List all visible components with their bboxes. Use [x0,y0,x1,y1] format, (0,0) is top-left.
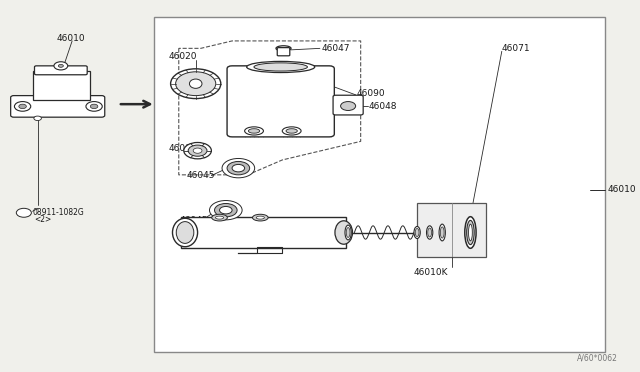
Text: 46010: 46010 [56,34,85,43]
Circle shape [188,145,207,156]
Circle shape [340,102,356,110]
Circle shape [16,208,31,217]
Bar [417,203,486,257]
Text: 46020: 46020 [168,52,196,61]
Circle shape [58,64,63,67]
Ellipse shape [256,216,264,219]
Ellipse shape [426,226,433,239]
Text: A/60*0062: A/60*0062 [577,353,618,362]
Circle shape [222,158,255,178]
FancyBboxPatch shape [227,66,334,137]
FancyBboxPatch shape [33,71,90,100]
Circle shape [90,104,98,109]
Ellipse shape [415,228,419,237]
Circle shape [19,104,26,109]
Ellipse shape [176,222,194,243]
Ellipse shape [345,225,351,240]
Ellipse shape [248,129,260,133]
Text: 46090: 46090 [356,89,385,98]
Ellipse shape [282,127,301,135]
Ellipse shape [414,227,420,238]
Ellipse shape [428,228,431,237]
Ellipse shape [189,79,202,89]
Text: 46071: 46071 [502,44,531,53]
Text: 46045: 46045 [186,171,215,180]
Ellipse shape [468,224,472,241]
Ellipse shape [467,220,474,245]
Circle shape [86,102,102,111]
Circle shape [184,142,211,159]
Ellipse shape [346,228,350,237]
Circle shape [193,148,202,153]
Text: 46093: 46093 [168,144,196,153]
Circle shape [232,164,244,172]
Ellipse shape [335,221,353,244]
FancyBboxPatch shape [333,95,363,115]
Ellipse shape [440,227,444,238]
FancyBboxPatch shape [180,217,346,248]
FancyBboxPatch shape [277,48,290,56]
Circle shape [171,69,221,99]
Text: N: N [21,210,26,216]
Text: 08911-1082G: 08911-1082G [33,208,84,217]
Ellipse shape [246,61,315,73]
Circle shape [220,206,232,214]
Bar [154,17,605,352]
Circle shape [209,201,242,220]
Ellipse shape [216,216,223,219]
Circle shape [34,116,42,121]
FancyBboxPatch shape [35,66,87,75]
Circle shape [227,161,250,175]
Ellipse shape [244,127,264,135]
Ellipse shape [173,218,198,247]
Ellipse shape [465,217,476,248]
Circle shape [15,102,31,111]
Text: <2>: <2> [35,215,52,224]
Text: 46010: 46010 [607,185,636,194]
Ellipse shape [286,129,298,133]
Text: 46048: 46048 [369,102,397,110]
Text: 46047: 46047 [321,44,349,53]
Ellipse shape [439,224,445,241]
Text: 46010K: 46010K [414,268,449,277]
Circle shape [175,72,216,96]
Circle shape [54,62,68,70]
Ellipse shape [276,46,291,51]
Circle shape [214,203,237,217]
Ellipse shape [252,214,268,221]
Ellipse shape [254,63,307,71]
FancyBboxPatch shape [11,96,105,117]
Text: 46045: 46045 [179,216,208,225]
Ellipse shape [212,214,227,221]
